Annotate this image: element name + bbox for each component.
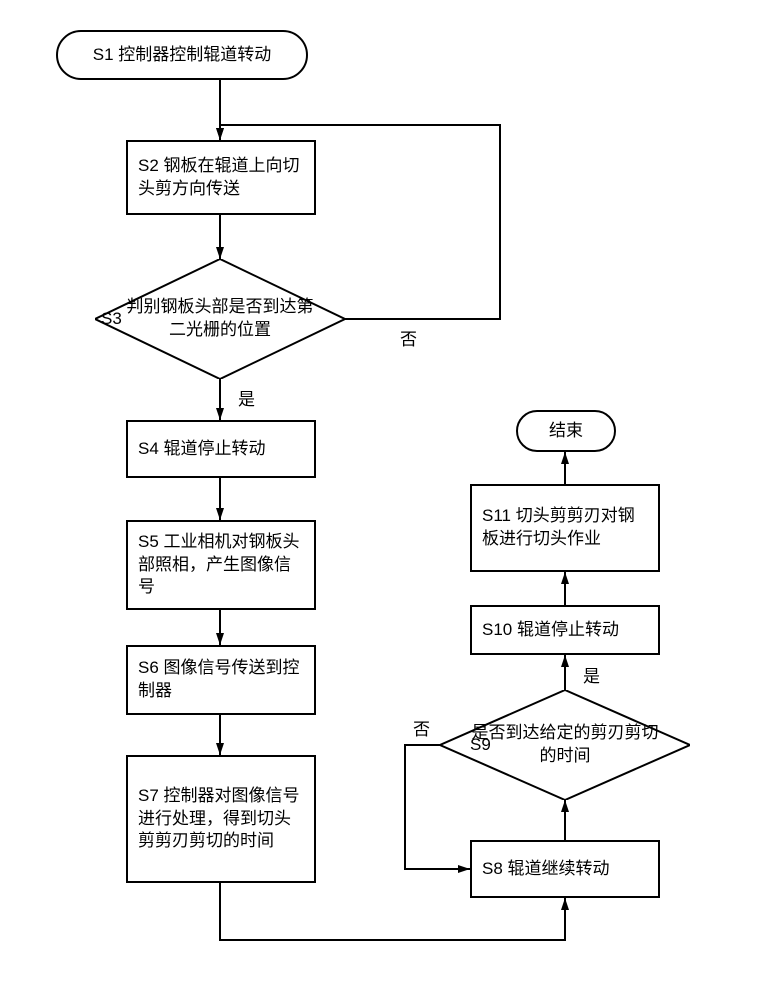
node-tag: S9 [470, 735, 491, 755]
node-label: S8 辊道继续转动 [482, 858, 610, 881]
node-s2: S2 钢板在辊道上向切头剪方向传送 [126, 140, 316, 215]
node-s11: S11 切头剪剪刃对钢板进行切头作业 [470, 484, 660, 572]
node-tag: S3 [101, 309, 122, 329]
node-end: 结束 [516, 410, 616, 452]
node-s5: S5 工业相机对钢板头部照相，产生图像信号 [126, 520, 316, 610]
edge-label: 是 [583, 662, 600, 687]
node-label: S7 控制器对图像信号进行处理，得到切头剪剪刃剪切的时间 [138, 785, 304, 854]
node-label: S11 切头剪剪刃对钢板进行切头作业 [482, 505, 648, 551]
node-label: 判别钢板头部是否到达第二光栅的位置 [95, 259, 345, 379]
node-label: S4 辊道停止转动 [138, 438, 266, 461]
node-label: S5 工业相机对钢板头部照相，产生图像信号 [138, 531, 304, 600]
node-label: S10 辊道停止转动 [482, 619, 619, 642]
node-label: S6 图像信号传送到控制器 [138, 657, 304, 703]
node-s6: S6 图像信号传送到控制器 [126, 645, 316, 715]
node-s4: S4 辊道停止转动 [126, 420, 316, 478]
edge-label: 否 [400, 325, 417, 350]
node-label: 结束 [549, 420, 583, 443]
node-label: S2 钢板在辊道上向切头剪方向传送 [138, 155, 304, 201]
node-s3: 判别钢板头部是否到达第二光栅的位置 [95, 259, 345, 379]
node-label: S1 控制器控制辊道转动 [93, 44, 272, 67]
node-s10: S10 辊道停止转动 [470, 605, 660, 655]
node-s7: S7 控制器对图像信号进行处理，得到切头剪剪刃剪切的时间 [126, 755, 316, 883]
edge-label: 否 [413, 715, 430, 740]
flowchart-canvas: S1 控制器控制辊道转动 S2 钢板在辊道上向切头剪方向传送判别钢板头部是否到达第… [0, 0, 764, 1000]
node-s8: S8 辊道继续转动 [470, 840, 660, 898]
edge-label: 是 [238, 385, 255, 410]
node-s1: S1 控制器控制辊道转动 [56, 30, 308, 80]
